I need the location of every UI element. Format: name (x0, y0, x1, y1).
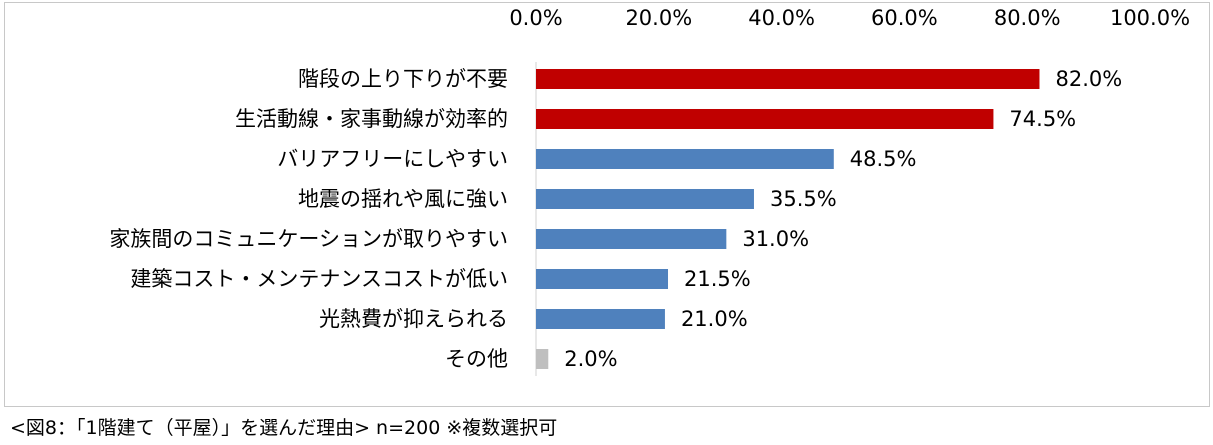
bar (536, 229, 727, 249)
bar (536, 69, 1040, 89)
x-tick-label: 80.0% (994, 6, 1061, 30)
category-label: 地震の揺れや風に強い (298, 187, 508, 211)
bar (536, 189, 754, 209)
category-label: 光熱費が抑えられる (319, 307, 508, 331)
data-label: 48.5% (850, 147, 917, 171)
category-label: 家族間のコミュニケーションが取りやすい (109, 227, 508, 251)
bar (536, 149, 834, 169)
category-label: 階段の上り下りが不要 (298, 67, 508, 91)
category-label: その他 (445, 347, 508, 371)
bar (536, 269, 669, 289)
category-label: バリアフリーにしやすい (277, 147, 508, 171)
x-tick-label: 40.0% (748, 6, 815, 30)
category-label: 生活動線・家事動線が効率的 (235, 107, 508, 131)
bar (536, 349, 549, 369)
data-label: 21.5% (684, 267, 751, 291)
x-tick-label: 20.0% (625, 6, 692, 30)
data-label: 82.0% (1055, 67, 1122, 91)
chart-caption: <図8：「1階建て（平屋）」を選んだ理由> n=200 ※複数選択可 (10, 417, 558, 439)
x-tick-label: 100.0% (1110, 6, 1190, 30)
data-label: 31.0% (742, 227, 809, 251)
category-label: 建築コスト・メンテナンスコストが低い (130, 267, 508, 291)
data-label: 35.5% (770, 187, 837, 211)
x-tick-label: 0.0% (509, 6, 562, 30)
data-label: 2.0% (564, 347, 617, 371)
bar (536, 109, 994, 129)
bar (536, 309, 665, 329)
bar-chart: 0.0% 20.0% 40.0% 60.0% 80.0% 100.0% 階段の上り下りが不要… (109, 6, 1190, 376)
data-label: 74.5% (1009, 107, 1076, 131)
chart-frame (4, 2, 1210, 407)
data-label: 21.0% (681, 307, 748, 331)
x-tick-label: 60.0% (871, 6, 938, 30)
